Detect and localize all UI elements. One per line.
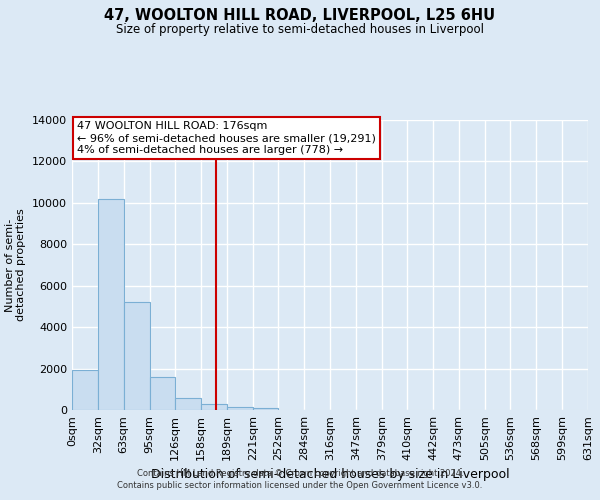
Bar xyxy=(201,404,227,410)
Bar xyxy=(149,377,175,410)
Y-axis label: Number of semi-
detached properties: Number of semi- detached properties xyxy=(5,208,26,322)
Bar xyxy=(253,408,278,410)
Text: Contains public sector information licensed under the Open Government Licence v3: Contains public sector information licen… xyxy=(118,481,482,490)
Bar xyxy=(124,302,149,410)
Bar xyxy=(175,398,201,410)
Text: 47, WOOLTON HILL ROAD, LIVERPOOL, L25 6HU: 47, WOOLTON HILL ROAD, LIVERPOOL, L25 6H… xyxy=(104,8,496,22)
Text: 47 WOOLTON HILL ROAD: 176sqm
← 96% of semi-detached houses are smaller (19,291)
: 47 WOOLTON HILL ROAD: 176sqm ← 96% of se… xyxy=(77,122,376,154)
Bar xyxy=(72,370,98,410)
Text: Contains HM Land Registry data © Crown copyright and database right 2024.: Contains HM Land Registry data © Crown c… xyxy=(137,468,463,477)
Bar xyxy=(98,198,124,410)
Bar xyxy=(227,407,253,410)
X-axis label: Distribution of semi-detached houses by size in Liverpool: Distribution of semi-detached houses by … xyxy=(151,468,509,481)
Text: Size of property relative to semi-detached houses in Liverpool: Size of property relative to semi-detach… xyxy=(116,22,484,36)
